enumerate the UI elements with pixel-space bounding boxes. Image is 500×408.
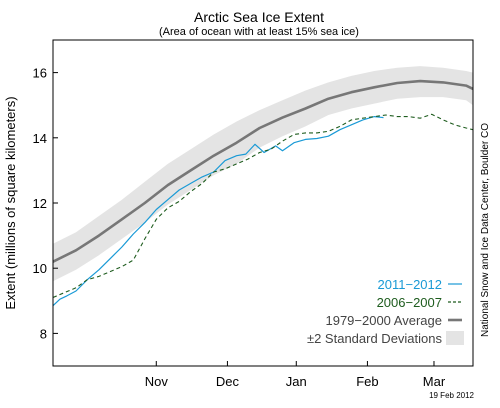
std-dev-band [53, 66, 473, 282]
legend-swatch [446, 331, 464, 345]
average-line [52, 79, 474, 263]
series-2011-2012-line [52, 115, 384, 307]
y-tick-label: 16 [33, 66, 47, 81]
date-stamp: 19 Feb 2012 [429, 391, 474, 400]
legend-label: 1979−2000 Average [325, 313, 442, 328]
legend-label: 2011−2012 [378, 277, 442, 292]
y-tick-label: 8 [40, 326, 47, 341]
y-tick-label: 10 [33, 261, 47, 276]
y-tick-label: 12 [33, 196, 47, 211]
y-tick-label: 14 [33, 131, 47, 146]
chart-subtitle: (Area of ocean with at least 15% sea ice… [159, 26, 359, 38]
x-tick-label: Nov [145, 374, 169, 389]
chart-title: Arctic Sea Ice Extent [194, 9, 324, 25]
credit-text: National Snow and Ice Data Center, Bould… [480, 123, 491, 337]
legend-label: ±2 Standard Deviations [307, 331, 443, 346]
x-tick-label: Jan [286, 374, 307, 389]
legend-label: 2006−2007 [377, 295, 442, 310]
x-tick-label: Mar [423, 374, 446, 389]
y-axis-label: Extent (millions of square kilometers) [3, 96, 18, 309]
x-tick-label: Dec [216, 374, 240, 389]
series-2006-2007-line [52, 113, 474, 299]
x-tick-label: Feb [356, 374, 378, 389]
